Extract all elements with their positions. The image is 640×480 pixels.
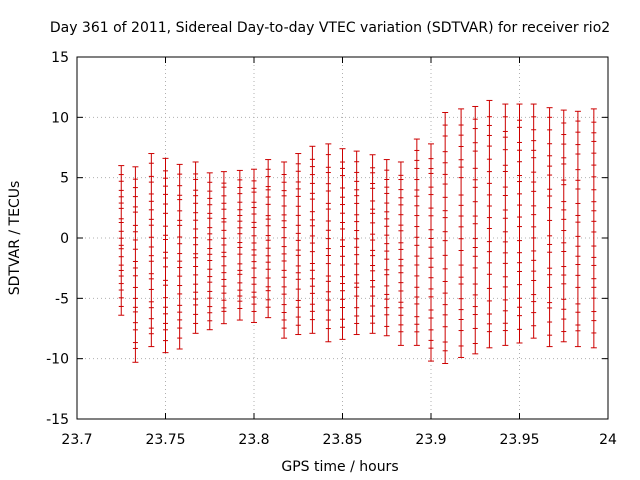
x-tick-label: 24: [599, 432, 617, 448]
y-tick-label: -5: [55, 291, 69, 307]
y-tick-label: 10: [51, 110, 69, 126]
data-column: [574, 110, 581, 348]
data-column: [176, 163, 183, 350]
data-column: [472, 105, 479, 355]
data-column: [206, 172, 213, 331]
y-tick-label: 0: [60, 231, 69, 247]
data-column: [220, 171, 227, 325]
data-column: [486, 99, 493, 349]
data-column: [339, 148, 346, 340]
data-column: [502, 103, 509, 346]
x-axis: 23.7 23.75 23.8 23.85 23.9 23.95 24: [61, 57, 617, 448]
data-column: [383, 159, 390, 337]
data-column: [236, 169, 243, 321]
y-tick-label: -15: [46, 412, 69, 428]
data-column: [413, 138, 420, 346]
data-column: [369, 154, 376, 334]
data-column: [251, 168, 257, 323]
x-tick-label: 23.9: [415, 432, 446, 448]
x-tick-label: 23.75: [145, 432, 185, 448]
data-column: [442, 112, 449, 364]
y-tick-label: 5: [60, 171, 69, 187]
data-column: [132, 166, 139, 363]
data-column: [148, 153, 155, 348]
data-column: [560, 109, 567, 343]
data-column: [397, 161, 404, 346]
error-bars: [118, 99, 597, 364]
y-tick-label: -10: [46, 352, 69, 368]
x-axis-title: GPS time / hours: [281, 459, 398, 475]
x-tick-label: 23.7: [61, 432, 92, 448]
data-column: [118, 165, 125, 316]
chart-title: Day 361 of 2011, Sidereal Day-to-day VTE…: [50, 20, 610, 36]
data-column: [192, 161, 199, 334]
data-column: [265, 159, 272, 319]
data-column: [162, 157, 169, 354]
y-axis: -15 -10 -5 0 5 10 15: [46, 50, 608, 428]
data-column: [295, 153, 302, 336]
data-column: [516, 103, 523, 344]
x-tick-label: 23.8: [238, 432, 269, 448]
data-column: [281, 161, 288, 339]
data-column: [546, 107, 553, 348]
x-tick-label: 23.95: [499, 432, 539, 448]
data-column: [309, 145, 316, 334]
data-column: [458, 108, 465, 358]
data-column: [428, 143, 434, 362]
data-column: [530, 103, 537, 339]
y-axis-title: SDTVAR / TECUs: [7, 181, 23, 296]
data-column: [353, 150, 360, 336]
y-tick-label: 15: [51, 50, 69, 66]
x-tick-label: 23.85: [322, 432, 362, 448]
data-column: [325, 143, 332, 343]
data-column: [590, 108, 597, 349]
